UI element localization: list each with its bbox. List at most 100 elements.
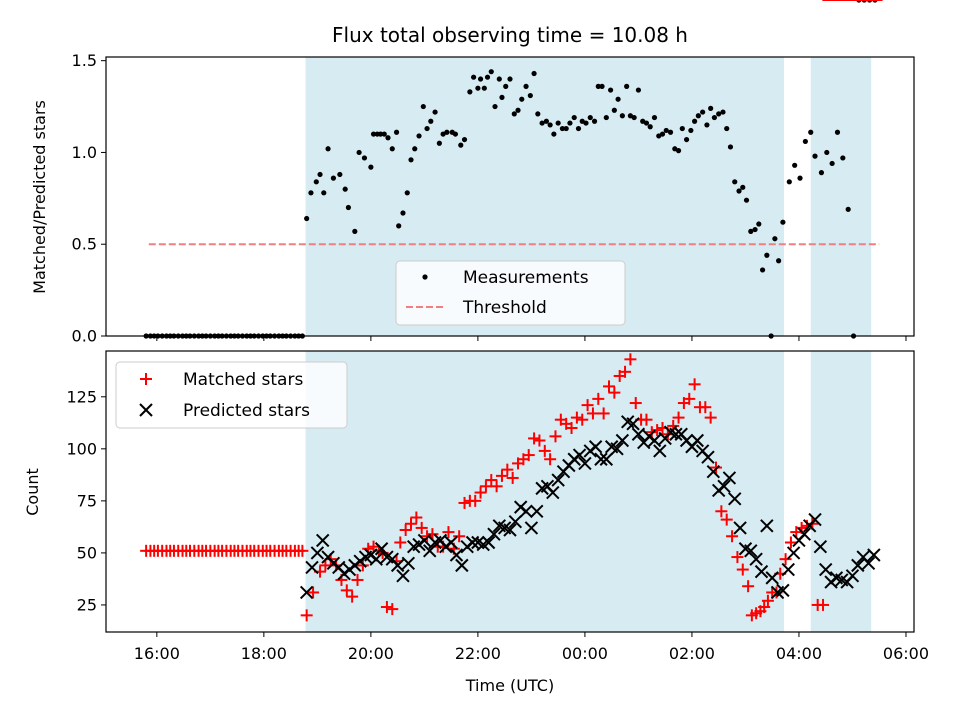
predicted-star-point — [760, 519, 774, 533]
measurement-point — [611, 107, 617, 113]
observing-window — [810, 351, 872, 632]
measurement-point — [555, 120, 561, 126]
matched-star-point — [533, 434, 546, 447]
measurement-point — [740, 184, 746, 190]
count-legend: Matched stars Predicted stars — [115, 361, 348, 429]
matched-star-point — [570, 411, 583, 424]
matched-star-point — [629, 397, 642, 410]
matched-star-point — [340, 584, 353, 597]
measurement-point — [748, 228, 754, 234]
predicted-star-point — [615, 433, 630, 448]
y-tick-label: 100 — [66, 439, 97, 458]
measurement-point — [732, 179, 738, 185]
measurement-point — [416, 133, 422, 139]
measurement-point — [313, 179, 319, 185]
predicted-star-point — [867, 548, 881, 562]
measurement-point — [330, 175, 337, 181]
matched-star-point — [699, 401, 712, 414]
matched-star-point — [469, 494, 482, 507]
predicted-star-point — [669, 427, 683, 441]
measurement-point — [458, 142, 464, 148]
predicted-star-point — [626, 417, 640, 431]
matched-star-point — [672, 411, 685, 424]
predicted-star-point — [813, 539, 828, 554]
measurement-point — [567, 120, 573, 126]
matched-star-point — [405, 517, 418, 530]
measurement-point — [444, 129, 450, 135]
measurement-point — [428, 118, 434, 124]
matched-star-point — [479, 480, 492, 493]
predicted-star-point — [701, 450, 715, 464]
predicted-star-point — [572, 448, 587, 462]
measurement-point — [368, 164, 374, 170]
matched-star-point — [779, 553, 792, 566]
measurement-point — [635, 87, 642, 93]
measurement-point — [420, 103, 426, 110]
measurement-point — [515, 107, 521, 113]
matched-star-point — [490, 480, 503, 493]
measurement-point — [547, 122, 553, 128]
matched-star-point — [485, 474, 498, 487]
measurement-point — [325, 146, 331, 152]
legend-measurements-marker — [422, 274, 428, 280]
ratio-y-label: Matched/Predicted stars — [30, 100, 49, 294]
predicted-star-point — [487, 527, 501, 541]
x-axis-label: Time (UTC) — [465, 676, 554, 695]
y-tick-label: 125 — [66, 387, 97, 406]
measurement-point — [535, 111, 541, 117]
matched-stars-points — [140, 0, 883, 622]
measurement-point — [523, 83, 529, 89]
x-tick-label: 20:00 — [348, 644, 394, 663]
measurement-point — [587, 114, 593, 121]
matched-star-point — [522, 449, 535, 462]
measurement-point — [724, 125, 730, 132]
matched-star-point — [758, 601, 771, 614]
matched-star-point — [720, 513, 733, 526]
matched-star-point — [710, 461, 723, 474]
count-panel: 25 50 75 100 125 16:00 18:00 20:00 22:00 00:00 02… — [23, 0, 929, 695]
predicted-star-point — [444, 535, 458, 550]
matched-star-point — [586, 407, 599, 420]
measurement-point — [708, 105, 714, 111]
matched-star-point — [495, 469, 508, 482]
measurement-point — [481, 85, 487, 91]
matched-star-point — [356, 559, 369, 572]
matched-star-point — [453, 530, 466, 543]
matched-star-point — [608, 386, 621, 399]
y-tick-label: 50 — [77, 543, 97, 562]
matched-star-point — [458, 496, 471, 509]
matched-star-point — [592, 392, 605, 405]
observing-window — [810, 57, 872, 336]
measurement-point — [619, 113, 625, 119]
measurement-point — [356, 149, 362, 156]
measurement-point — [840, 155, 846, 161]
matched-star-point — [640, 413, 653, 426]
measurement-point — [716, 111, 722, 117]
measurement-point — [812, 153, 818, 159]
matched-star-point — [581, 399, 594, 412]
y-tick-label: 0.0 — [72, 327, 97, 346]
matched-star-point — [415, 521, 428, 534]
matched-star-point — [399, 524, 412, 537]
predicted-star-point — [508, 514, 523, 529]
predicted-star-point — [781, 562, 795, 577]
measurement-point — [389, 146, 395, 152]
matched-star-point — [597, 407, 610, 420]
matched-star-point — [704, 411, 717, 424]
predicted-star-point — [744, 544, 758, 558]
matched-star-point — [351, 573, 364, 586]
y-tick-label: 0.5 — [72, 235, 97, 254]
measurement-point — [503, 83, 509, 89]
matched-star-point — [346, 590, 359, 603]
legend-threshold-label: Threshold — [462, 298, 547, 318]
matched-star-point — [742, 580, 755, 593]
legend-predicted-marker — [139, 403, 153, 417]
measurement-point — [424, 125, 430, 132]
measurement-point — [659, 131, 666, 137]
measurement-point — [531, 70, 537, 77]
ratio-x-ticks — [156, 336, 907, 341]
predicted-star-point — [551, 473, 565, 487]
matched-star-point — [726, 530, 739, 543]
matched-star-point — [565, 422, 578, 435]
measurement-point — [772, 236, 778, 242]
